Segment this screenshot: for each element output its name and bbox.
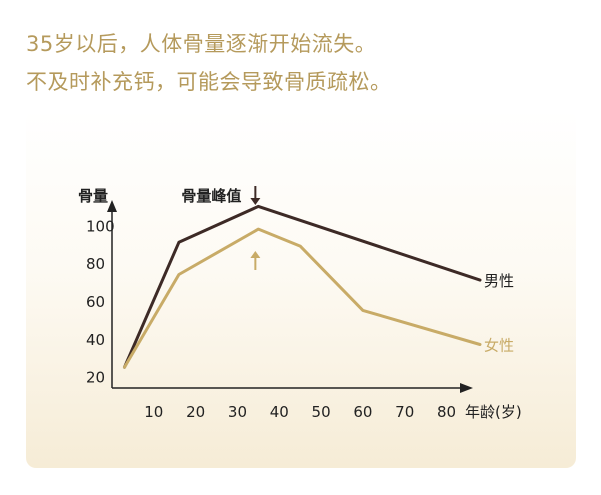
peak-annotation-label: 骨量峰值 [181, 187, 241, 205]
y-tick-label: 100 [86, 217, 115, 235]
y-tick-labels: 20 40 60 80 100 [86, 217, 115, 386]
headline-line-2: 不及时补充钙，可能会导致骨质疏松。 [26, 70, 392, 94]
chart-axes [107, 200, 473, 393]
y-tick-label: 20 [86, 369, 105, 387]
x-axis-arrow [460, 383, 473, 393]
series-line-1 [123, 227, 482, 369]
x-tick-label: 80 [437, 403, 456, 421]
y-axis-label: 骨量 [78, 187, 108, 205]
x-tick-label: 10 [144, 403, 163, 421]
series-label-0: 男性 [484, 272, 514, 290]
x-axis-label: 年龄(岁) [465, 403, 522, 421]
y-tick-label: 40 [86, 331, 105, 349]
x-tick-label: 50 [312, 403, 331, 421]
x-tick-labels: 10 20 30 40 50 60 70 80 [144, 403, 456, 421]
peak-arrows [250, 186, 261, 270]
x-tick-label: 70 [395, 403, 414, 421]
chart-card [26, 110, 576, 468]
x-tick-label: 40 [270, 403, 289, 421]
x-tick-label: 20 [186, 403, 205, 421]
peak-down-arrowhead [250, 198, 261, 205]
y-tick-label: 80 [86, 255, 105, 273]
y-tick-label: 60 [86, 293, 105, 311]
x-tick-label: 60 [353, 403, 372, 421]
y-axis-arrow [107, 200, 117, 212]
peak-up-arrowhead [250, 251, 261, 258]
headline-line-1: 35岁以后，人体骨量逐渐开始流失。 [26, 32, 377, 56]
x-tick-label: 30 [228, 403, 247, 421]
series-line-0 [123, 204, 482, 369]
series-lines [123, 204, 482, 369]
series-label-1: 女性 [484, 336, 514, 354]
